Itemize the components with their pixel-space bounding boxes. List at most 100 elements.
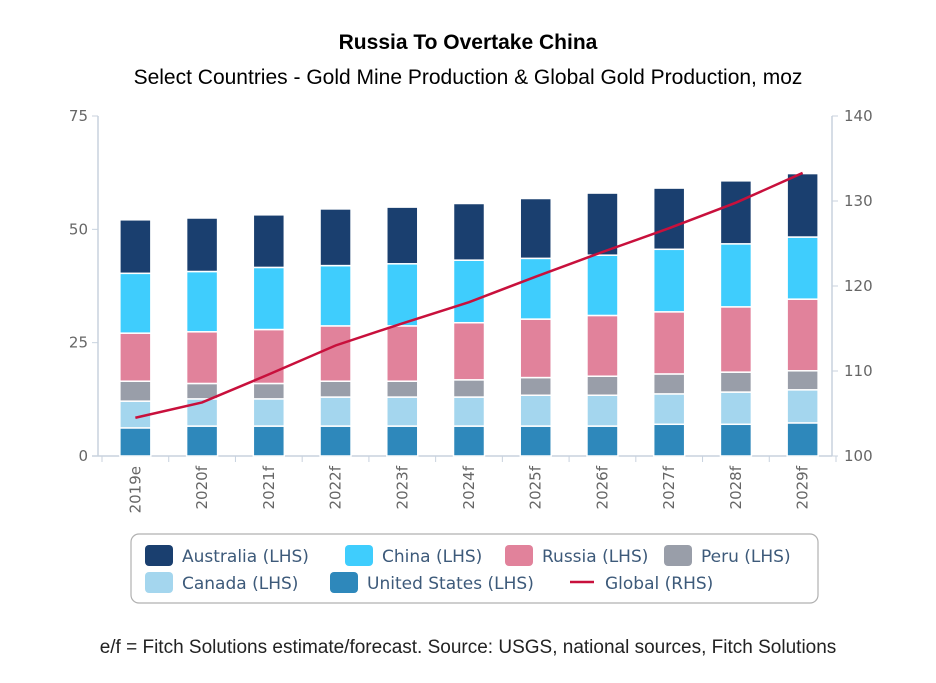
legend-label: China (LHS) xyxy=(382,547,482,567)
x-tick-label: 2024f xyxy=(460,465,478,509)
bar-segment xyxy=(786,389,819,424)
bar-segment xyxy=(319,380,352,398)
left-tick-label: 0 xyxy=(78,447,88,465)
left-tick-label: 75 xyxy=(69,107,88,125)
bar-segment xyxy=(452,321,486,381)
bar-segment xyxy=(252,266,286,331)
x-tick-label: 2020f xyxy=(193,465,211,509)
legend-box xyxy=(130,533,819,604)
bar-segment xyxy=(519,425,552,457)
bar-segment xyxy=(519,318,552,379)
bar-segment xyxy=(719,423,753,457)
x-tick-label: 2027f xyxy=(660,465,678,509)
x-tick-label: 2029f xyxy=(794,465,812,509)
bar-segment xyxy=(119,427,152,457)
bar-segment xyxy=(719,391,753,426)
chart-title: Russia To Overtake China xyxy=(338,31,598,54)
bar-segment xyxy=(252,398,286,427)
bar-segment xyxy=(786,236,819,300)
bar-segment xyxy=(319,264,352,327)
left-tick-label: 50 xyxy=(69,220,88,238)
bar-segment xyxy=(652,423,686,457)
bar-segment xyxy=(652,187,686,251)
bar-segment xyxy=(386,396,419,427)
bar-segment xyxy=(719,243,753,308)
legend-label: Canada (LHS) xyxy=(182,574,298,594)
legend-label: Global (RHS) xyxy=(605,574,713,594)
bar-segment xyxy=(319,396,352,427)
bar-segment xyxy=(386,425,419,457)
bar-segment xyxy=(652,311,686,375)
x-tick-label: 2025f xyxy=(527,465,545,509)
bar-segment xyxy=(652,248,686,313)
x-tick-label: 2026f xyxy=(593,465,611,509)
bar-segment xyxy=(586,254,619,317)
legend-label: Russia (LHS) xyxy=(542,547,648,567)
bar-segment xyxy=(786,370,819,391)
bar-segment xyxy=(452,202,486,261)
bar-segment xyxy=(586,375,619,397)
legend-swatch xyxy=(505,545,533,566)
bar-segment xyxy=(719,180,753,245)
bar-segment xyxy=(386,325,419,382)
bar-segment xyxy=(386,206,419,265)
bar-segment xyxy=(185,425,219,457)
x-tick-label: 2021f xyxy=(260,465,278,509)
bar-segment xyxy=(319,208,352,267)
bar-segment xyxy=(519,376,552,397)
legend-swatch xyxy=(145,545,173,566)
legend-label: Australia (LHS) xyxy=(182,547,309,567)
chart-footer: e/f = Fitch Solutions estimate/forecast.… xyxy=(99,637,837,658)
bar-segment xyxy=(519,257,552,320)
x-tick-label: 2028f xyxy=(727,465,745,509)
bar-segment xyxy=(652,393,686,426)
legend-label: Peru (LHS) xyxy=(701,547,791,567)
bar-segment xyxy=(119,380,152,402)
bar-segment xyxy=(252,425,286,457)
bar-segment xyxy=(786,422,819,457)
bar-segment xyxy=(719,306,753,373)
bar-segment xyxy=(252,382,286,400)
global-line xyxy=(135,171,804,419)
bar-segment xyxy=(185,331,219,385)
bar-segment xyxy=(452,396,486,427)
bar-segment xyxy=(586,192,619,256)
bar-segment xyxy=(452,379,486,398)
right-tick-label: 110 xyxy=(844,362,873,380)
bar-segment xyxy=(119,219,152,275)
bar-segment xyxy=(586,425,619,457)
bar-segment xyxy=(252,214,286,269)
bar-segment xyxy=(119,332,152,382)
right-tick-label: 130 xyxy=(844,192,873,210)
bar-segment xyxy=(386,263,419,327)
bar-segment xyxy=(719,371,753,393)
legend-swatch xyxy=(330,572,358,593)
x-tick-label: 2023f xyxy=(393,465,411,509)
bar-segment xyxy=(319,325,352,382)
bar-segment xyxy=(786,298,819,372)
bar-segment xyxy=(652,373,686,395)
legend-swatch xyxy=(345,545,373,566)
bar-segment xyxy=(319,425,352,457)
right-tick-label: 140 xyxy=(844,107,873,125)
legend-swatch xyxy=(664,545,692,566)
right-tick-label: 120 xyxy=(844,277,873,295)
bar-segment xyxy=(586,394,619,427)
x-tick-label: 2019e xyxy=(126,466,144,513)
bar-segment xyxy=(185,270,219,333)
bar-segment xyxy=(586,314,619,377)
legend-label: United States (LHS) xyxy=(367,574,534,594)
bar-segment xyxy=(452,425,486,457)
bar-segment xyxy=(119,272,152,334)
legend-swatch xyxy=(145,572,173,593)
bar-segment xyxy=(786,172,819,238)
chart-subtitle: Select Countries - Gold Mine Production … xyxy=(133,66,803,89)
bar-segment xyxy=(519,197,552,260)
bar-segment xyxy=(519,394,552,427)
bar-segment xyxy=(452,259,486,324)
x-tick-label: 2022f xyxy=(327,465,345,509)
bar-segment xyxy=(386,380,419,398)
right-tick-label: 100 xyxy=(844,447,873,465)
left-tick-label: 25 xyxy=(69,334,88,352)
